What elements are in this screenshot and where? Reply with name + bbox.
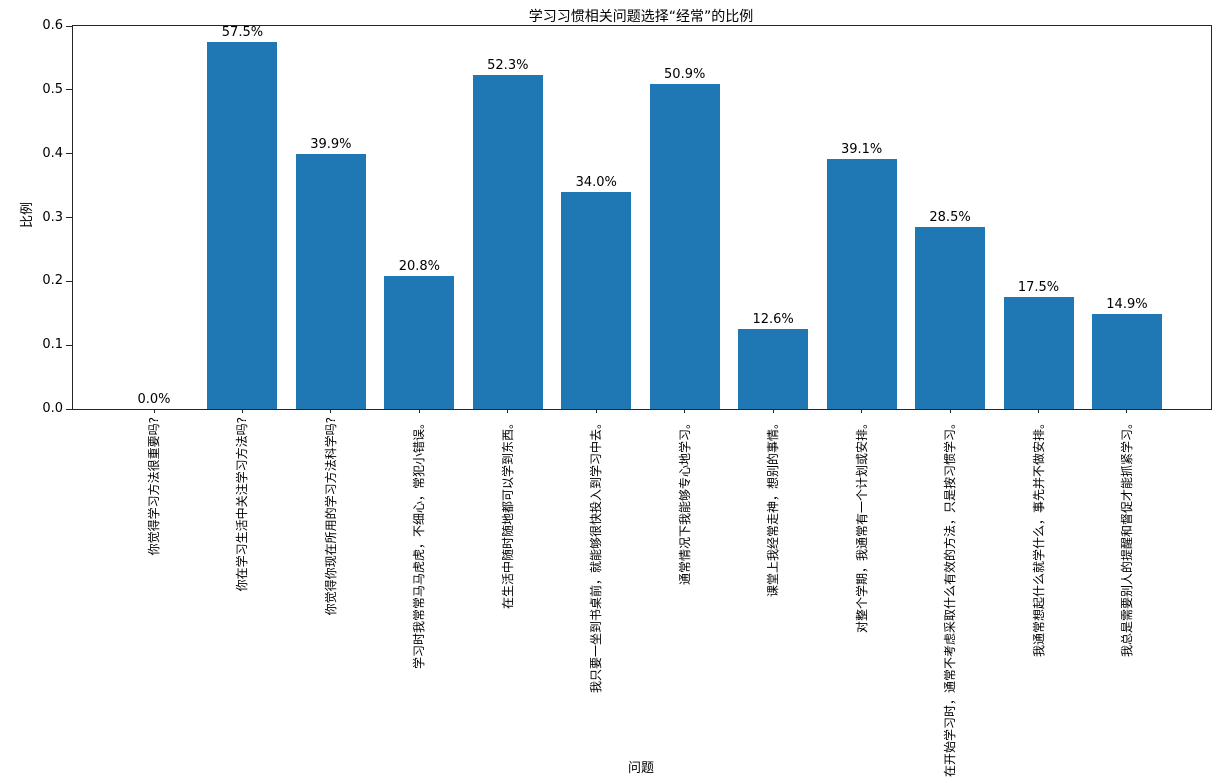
bar: [561, 191, 632, 409]
y-tick-label: 0.4: [42, 145, 63, 161]
bar-value-label: 12.6%: [752, 311, 794, 327]
y-tick-label: 0.5: [42, 81, 63, 97]
y-tick: [66, 408, 73, 410]
x-tick: [507, 409, 509, 413]
x-tick: [772, 409, 774, 413]
y-tick-label: 0.1: [42, 337, 63, 353]
y-tick: [66, 25, 73, 27]
y-tick-label: 0.0: [42, 401, 63, 416]
bar-value-label: 50.9%: [664, 67, 706, 83]
bar: [738, 328, 809, 409]
x-tick-label: 你觉得你现在所用的学习方法科学吗?: [323, 417, 338, 616]
y-axis-label: 比例: [20, 202, 35, 229]
bar: [472, 75, 543, 409]
bar-value-label: 39.1%: [840, 142, 883, 158]
bar-value-label: 52.3%: [487, 58, 529, 74]
bar: [1003, 297, 1074, 409]
x-tick: [861, 409, 863, 413]
x-tick: [1126, 409, 1128, 413]
bar: [826, 159, 897, 409]
x-tick: [330, 409, 332, 413]
y-tick: [66, 217, 73, 218]
x-tick-label: 课堂上我经常走神，想别的事情。: [766, 417, 781, 598]
x-tick: [595, 409, 597, 413]
x-tick-label: 我总是需要别人的提醒和督促才能抓紧学习。: [1119, 417, 1134, 658]
y-tick-label: 0.2: [42, 273, 63, 289]
x-axis-label: 问题: [627, 761, 654, 776]
bar-value-label: 14.9%: [1106, 296, 1148, 312]
bar-value-label: 57.5%: [221, 24, 264, 40]
x-tick-label: 我通常想起什么就学什么，事先并不做安排。: [1031, 417, 1046, 658]
x-tick: [1038, 409, 1039, 413]
y-tick: [66, 153, 73, 155]
bar-value-label: 20.8%: [398, 259, 440, 275]
x-tick-label: 你觉得学习方法很重要吗?: [147, 417, 161, 556]
y-tick: [66, 344, 73, 346]
x-tick-label: 我只要一坐到书桌前，就能够很快投入到学习中去。: [589, 417, 604, 694]
x-tick-label: 对整个学期，我通常有一个计划或安排。: [854, 417, 869, 634]
chart-title: 学习习惯相关问题选择“经常”的比例: [528, 9, 754, 25]
x-tick: [949, 409, 951, 413]
x-tick-label: 通常情况下我能够专心地学习。: [677, 417, 692, 586]
y-tick-label: 0.6: [42, 18, 63, 33]
bar-value-label: 0.0%: [137, 392, 171, 407]
x-tick-label: 你在学习生活中关注学习方法吗?: [235, 417, 250, 592]
x-tick: [153, 409, 155, 413]
bar: [1091, 313, 1162, 409]
bar: [207, 41, 278, 409]
bar: [295, 154, 366, 409]
y-tick: [66, 89, 73, 91]
y-tick-label: 0.3: [42, 209, 63, 225]
bar: [915, 227, 986, 409]
bar-value-label: 17.5%: [1017, 280, 1060, 296]
bar-value-label: 34.0%: [575, 174, 617, 190]
x-tick-label: 学习时我常常马马虎虎，不细心，常犯小错误。: [412, 417, 427, 670]
bar: [384, 276, 455, 409]
x-tick-label: 在生活中随时随地都可以学到东西。: [500, 417, 515, 610]
bar-value-label: 28.5%: [929, 210, 971, 226]
x-tick: [241, 409, 243, 413]
bar-value-label: 39.9%: [310, 137, 352, 153]
x-tick: [418, 409, 420, 413]
plot-area: 0.0 0.1 0.2 0.3 0.4 0.5 0.6 0.0% 你觉得学习方法很重要吗? 57.…: [42, 18, 1212, 777]
x-tick: [684, 409, 686, 413]
bar: [649, 84, 720, 409]
x-tick-label: 在开始学习时，通常不考虑采取什么有效的方法，只是按习惯学习。: [943, 417, 958, 778]
y-tick: [66, 280, 73, 282]
